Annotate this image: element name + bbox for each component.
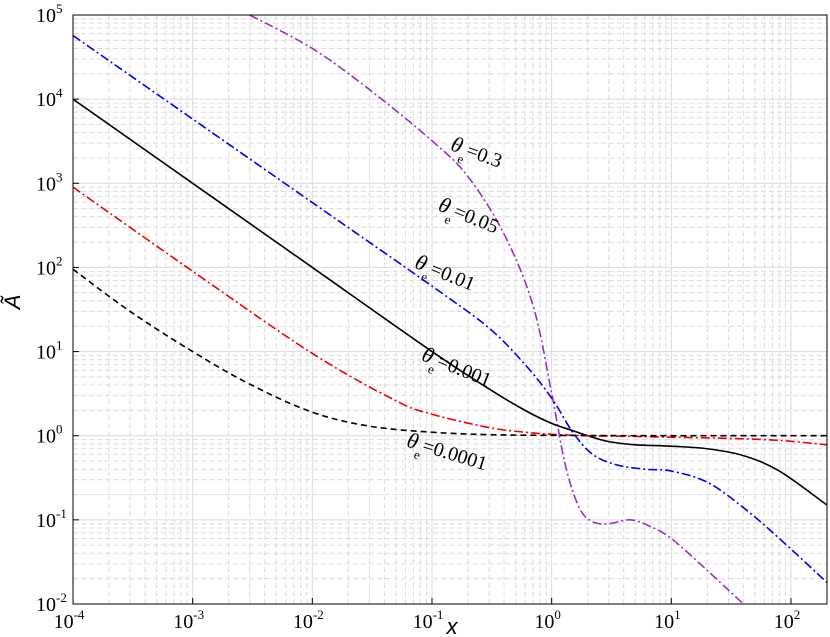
y-tick-label: 100: [36, 422, 63, 448]
curve-label-0: θe=0.3: [445, 131, 506, 179]
y-tick-base: 10: [36, 257, 56, 279]
x-tick-exp: 1: [674, 607, 681, 622]
series-line-3: [73, 186, 827, 446]
x-tick-exp: -2: [313, 607, 324, 622]
x-tick-base: 10: [534, 611, 554, 633]
series-layer: [73, 15, 827, 604]
x-tick-label: 10-3: [173, 607, 204, 633]
ticks: 10-4 10-3 10-2 10-1 100 101 10210-210-11001011…: [36, 1, 800, 633]
curve-label-3: θe=0.001: [416, 341, 496, 398]
x-tick-base: 10: [413, 611, 433, 633]
x-tick-label: 101: [654, 607, 681, 633]
x-tick-label: 10-2: [293, 607, 324, 633]
series-line-0: [249, 15, 744, 604]
y-tick-base: 10: [36, 342, 56, 364]
x-tick-exp: 0: [554, 607, 561, 622]
y-tick-base: 10: [36, 5, 56, 27]
y-tick-label: 10-1: [36, 506, 67, 532]
series-line-1: [73, 34, 827, 584]
y-tick-exp: 4: [56, 85, 63, 100]
x-tick-label: 10-4: [54, 607, 85, 633]
x-tick-base: 10: [54, 611, 74, 633]
y-tick-exp: 5: [56, 1, 63, 16]
y-tick-base: 10: [36, 594, 56, 616]
x-tick-exp: 2: [794, 607, 801, 622]
y-tick-label: 102: [36, 253, 63, 279]
x-tick-exp: -3: [193, 607, 204, 622]
x-tick-label: 102: [774, 607, 801, 633]
y-tick-exp: 3: [56, 169, 63, 184]
x-tick-base: 10: [293, 611, 313, 633]
y-tick-base: 10: [36, 426, 56, 448]
y-tick-exp: -1: [56, 506, 67, 521]
x-tick-base: 10: [774, 611, 794, 633]
y-tick-base: 10: [36, 89, 56, 111]
y-tick-label: 104: [36, 85, 63, 111]
y-axis-label: Ã: [0, 295, 25, 311]
x-tick-label: 10-1: [413, 607, 444, 633]
y-tick-exp: -2: [56, 590, 67, 605]
y-tick-label: 10-2: [36, 590, 67, 616]
y-tick-exp: 2: [56, 253, 63, 268]
x-tick-base: 10: [654, 611, 674, 633]
x-tick-exp: -4: [74, 607, 85, 622]
y-tick-base: 10: [36, 510, 56, 532]
y-tick-base: 10: [36, 173, 56, 195]
series-line-2: [73, 98, 827, 506]
x-tick-exp: -1: [433, 607, 444, 622]
y-tick-label: 101: [36, 338, 63, 364]
x-tick-base: 10: [173, 611, 193, 633]
x-axis-label: x: [446, 614, 459, 637]
y-tick-exp: 0: [56, 422, 63, 437]
plot-frame: [72, 14, 828, 605]
y-tick-label: 105: [36, 1, 63, 27]
y-tick-label: 103: [36, 169, 63, 195]
x-tick-label: 100: [534, 607, 561, 633]
grid: [72, 14, 828, 605]
y-tick-exp: 1: [56, 338, 63, 353]
